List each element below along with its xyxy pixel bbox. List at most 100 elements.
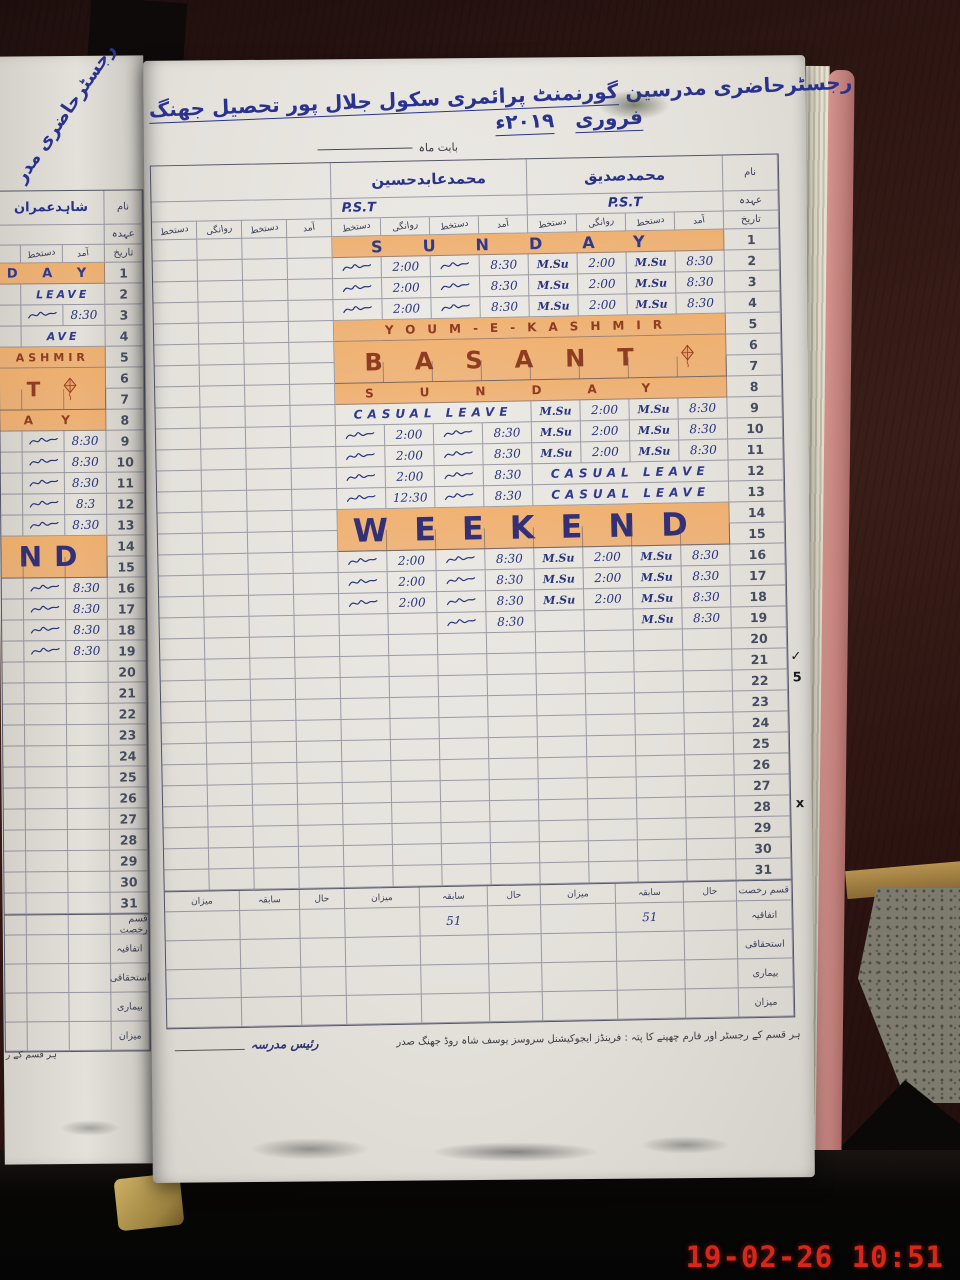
date-number-cell: 14 — [729, 501, 785, 524]
entry-cell — [25, 830, 69, 852]
entry-cell — [538, 757, 588, 780]
summary-value-cell — [301, 966, 347, 997]
date-number-cell: 1 — [724, 228, 780, 251]
entry-cell — [636, 776, 687, 799]
head-sign-line — [174, 1048, 245, 1051]
empty-cell — [288, 279, 334, 301]
summary-value-cell — [165, 939, 242, 971]
summary-value-cell — [542, 990, 619, 1022]
entry-cell — [539, 841, 590, 864]
empty-cell — [154, 365, 201, 388]
initials-entry: M.Su — [638, 444, 671, 458]
date-number-cell: 14 — [107, 535, 146, 557]
initials-entry: M.Su — [542, 571, 575, 586]
entry-cell — [342, 782, 393, 804]
entry-cell — [584, 630, 635, 653]
summary-value-cell — [616, 931, 686, 962]
entry-cell — [582, 525, 633, 548]
empty-cell — [2, 683, 25, 705]
time-entry: 8:30 — [692, 610, 721, 626]
entry-cell — [538, 778, 589, 801]
left-footer-fragment: ہر قسم کے ر — [5, 1050, 57, 1061]
highlight-word: ASHMIR — [15, 350, 89, 364]
entry-cell — [342, 761, 392, 783]
time-entry: 8:30 — [72, 580, 100, 596]
time-entry: 2:00 — [588, 297, 617, 313]
empty-cell — [156, 449, 202, 472]
date-number-cell: 15 — [729, 522, 786, 545]
summary-value-cell — [241, 996, 303, 1027]
entry-cell: M.Su — [534, 547, 584, 570]
initials-entry: M.Su — [539, 404, 572, 418]
empty-cell — [159, 638, 206, 661]
summary-value-cell — [489, 992, 544, 1023]
date-number-cell: 13 — [107, 514, 146, 536]
entry-cell: M.Su — [529, 295, 579, 318]
entry-cell: 8:30 — [681, 586, 732, 609]
entry-cell — [392, 802, 442, 825]
empty-cell — [161, 722, 207, 745]
entry-cell — [540, 862, 590, 885]
entry-cell — [68, 871, 111, 894]
sub-header-cell: آمد — [62, 244, 105, 264]
date-number-cell: 29 — [735, 816, 791, 839]
signature-icon — [444, 472, 474, 480]
signature-icon — [443, 430, 473, 438]
summary-value-cell — [541, 903, 617, 935]
entry-cell — [389, 676, 440, 699]
signature-icon — [440, 262, 470, 270]
date-number-cell: 25 — [109, 766, 148, 788]
entry-cell — [64, 388, 107, 411]
empty-cell — [205, 679, 252, 702]
entry-cell — [391, 781, 442, 804]
signature-icon — [345, 432, 375, 440]
entry-cell — [487, 674, 538, 697]
time-entry: 2:00 — [392, 301, 421, 316]
date-number-cell: 26 — [734, 753, 790, 776]
empty-cell — [251, 699, 297, 722]
entry-cell — [680, 523, 731, 546]
entry-cell: 8:30 — [63, 304, 106, 327]
entry-cell — [336, 446, 386, 469]
entry-cell — [437, 612, 487, 635]
empty-cell — [197, 259, 244, 282]
summary-value-cell — [684, 901, 738, 932]
entry-cell — [67, 745, 110, 768]
time-entry: 8:30 — [686, 253, 714, 269]
time-entry: 2:00 — [395, 448, 424, 463]
entry-cell: M.Su — [528, 253, 578, 276]
entry-cell: 2:00 — [388, 592, 438, 615]
empty-cell — [164, 869, 210, 892]
highlight-banner: D A Y — [0, 262, 106, 285]
signature-icon — [346, 453, 375, 461]
initials-entry: M.Su — [641, 591, 674, 605]
signature-icon — [446, 577, 476, 585]
date-mark: ✓ — [790, 649, 802, 665]
entry-cell: 2:00 — [577, 252, 627, 275]
empty-cell — [199, 343, 245, 366]
entry-cell — [687, 859, 737, 882]
empty-cell — [247, 531, 294, 554]
empty-cell — [243, 321, 290, 344]
entry-cell — [588, 819, 638, 842]
signature-icon — [446, 598, 476, 606]
entry-cell — [67, 787, 110, 810]
entry-cell — [68, 850, 111, 873]
entry-cell: 2:00 — [584, 588, 634, 611]
entry-cell — [684, 712, 734, 735]
entry-cell — [23, 578, 66, 600]
entry-cell: M.Su — [531, 421, 582, 444]
entry-cell — [638, 860, 688, 883]
empty-cell — [291, 468, 338, 490]
time-entry: 8:30 — [494, 488, 522, 504]
entry-cell: 2:00 — [387, 550, 437, 573]
empty-cell — [245, 426, 292, 449]
summary-value-cell — [241, 967, 302, 998]
summary-col-header: سابقہ — [239, 889, 301, 911]
entry-cell — [589, 861, 639, 884]
date-mark: x — [795, 796, 805, 812]
empty-cell — [153, 302, 199, 325]
label-name: نام — [722, 154, 779, 192]
entry-cell — [332, 257, 382, 280]
summary-value-cell — [346, 965, 422, 996]
